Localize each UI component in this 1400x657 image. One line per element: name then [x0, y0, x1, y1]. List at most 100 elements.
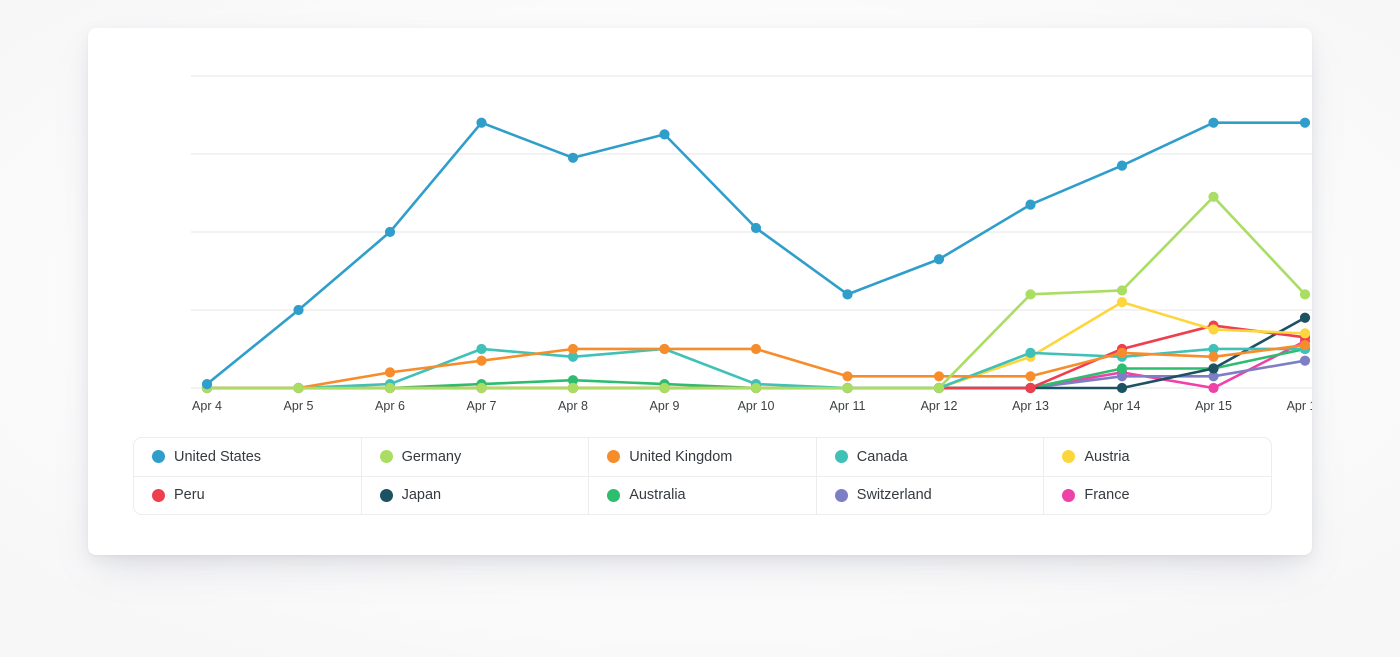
data-point[interactable]	[1208, 324, 1219, 335]
data-point[interactable]	[384, 367, 396, 378]
legend-dot-icon	[834, 488, 848, 502]
legend-dot-icon	[379, 488, 393, 502]
legend-item-label: Switzerland	[856, 487, 932, 504]
data-point[interactable]	[1208, 371, 1219, 382]
series-layer	[201, 117, 1311, 394]
data-point[interactable]	[1025, 382, 1036, 394]
legend-item-label: Germany	[401, 448, 462, 465]
legend-item-canada[interactable]: Canada	[815, 438, 1044, 476]
data-point[interactable]	[659, 343, 670, 355]
data-point[interactable]	[1025, 371, 1036, 382]
legend-row: Peru Japan Australia Switzerland France	[134, 475, 1271, 515]
data-point[interactable]	[1299, 328, 1311, 339]
legend-item-label: United Kingdom	[629, 448, 733, 465]
x-axis-labels: Apr 4 Apr 5 Apr 6 Apr 7 Apr 8 Apr 9 Apr 10 Apr …	[192, 399, 1312, 413]
data-point[interactable]	[476, 343, 487, 355]
data-point[interactable]	[201, 378, 213, 390]
series-line	[205, 324, 1307, 390]
legend-dot-icon	[834, 450, 848, 464]
data-point[interactable]	[384, 226, 396, 238]
data-point[interactable]	[659, 129, 670, 140]
data-point[interactable]	[1116, 382, 1128, 394]
legend-item-label: France	[1084, 487, 1130, 504]
data-point[interactable]	[750, 343, 762, 355]
legend-dot-icon	[379, 450, 393, 464]
data-point[interactable]	[1116, 160, 1128, 171]
legend-dot-icon	[1062, 450, 1076, 464]
legend-item-australia[interactable]: Australia	[588, 476, 816, 514]
data-point[interactable]	[933, 371, 945, 382]
data-point[interactable]	[293, 304, 304, 316]
gridlines	[191, 75, 1312, 389]
legend-dot-icon	[607, 450, 621, 464]
legend-item-germany[interactable]: Germany	[360, 438, 589, 476]
data-point[interactable]	[1116, 363, 1128, 374]
legend-item-france[interactable]: France	[1043, 476, 1271, 514]
data-point[interactable]	[567, 351, 579, 362]
data-point[interactable]	[293, 382, 304, 394]
data-point[interactable]	[1025, 289, 1036, 300]
data-point[interactable]	[476, 117, 487, 128]
data-point[interactable]	[1208, 117, 1219, 128]
data-point[interactable]	[567, 375, 579, 386]
data-point[interactable]	[750, 222, 762, 234]
legend-item-label: Australia	[629, 487, 686, 504]
data-point[interactable]	[1208, 363, 1219, 374]
data-point[interactable]	[1299, 289, 1311, 300]
data-point[interactable]	[659, 382, 670, 394]
legend-item-label: Peru	[174, 487, 205, 504]
data-point[interactable]	[1116, 347, 1128, 358]
data-point[interactable]	[842, 371, 853, 382]
data-point[interactable]	[1116, 297, 1128, 308]
x-axis-tick-label: Apr 12	[921, 399, 958, 413]
data-point[interactable]	[933, 382, 945, 394]
x-axis-tick-label: Apr 11	[830, 399, 866, 413]
data-point[interactable]	[1299, 339, 1311, 351]
x-axis-tick-label: Apr 10	[738, 399, 775, 413]
legend-item-label: United States	[174, 448, 262, 465]
chart-legend: United States Germany United Kingdom Canada…	[133, 437, 1272, 515]
line-chart: Apr 4 Apr 5 Apr 6 Apr 7 Apr 8 Apr 9 Apr 10 Apr …	[88, 28, 1312, 428]
chart-canvas: Apr 4 Apr 5 Apr 6 Apr 7 Apr 8 Apr 9 Apr 10 Apr …	[191, 75, 1312, 413]
data-point[interactable]	[1208, 191, 1219, 202]
data-point[interactable]	[933, 254, 945, 265]
x-axis-tick-label: Apr 14	[1104, 399, 1141, 413]
series-united-states	[201, 117, 1311, 390]
data-point[interactable]	[567, 343, 579, 355]
data-point[interactable]	[567, 152, 579, 163]
legend-item-united-kingdom[interactable]: United Kingdom	[588, 438, 816, 476]
x-axis-tick-label: Apr 7	[467, 399, 497, 413]
legend-item-peru[interactable]: Peru	[134, 477, 361, 515]
x-axis-tick-label: Apr 8	[558, 399, 588, 413]
data-point[interactable]	[1116, 285, 1128, 296]
legend-dot-icon	[607, 488, 621, 502]
data-point[interactable]	[842, 382, 853, 394]
data-point[interactable]	[384, 382, 396, 394]
x-axis-tick-label: Apr 4	[192, 399, 222, 413]
data-point[interactable]	[1208, 343, 1219, 355]
data-point[interactable]	[476, 355, 487, 366]
data-point[interactable]	[1208, 382, 1219, 394]
data-point[interactable]	[1299, 355, 1311, 366]
data-point[interactable]	[1025, 199, 1036, 210]
data-point[interactable]	[1299, 117, 1311, 128]
legend-item-united-states[interactable]: United States	[134, 438, 361, 476]
data-point[interactable]	[842, 289, 853, 300]
legend-dot-icon	[152, 450, 165, 464]
data-point[interactable]	[1299, 312, 1311, 323]
data-point[interactable]	[476, 382, 487, 394]
legend-row: United States Germany United Kingdom Canada…	[134, 438, 1271, 476]
data-point[interactable]	[750, 382, 762, 394]
data-point[interactable]	[1025, 347, 1036, 358]
x-axis-tick-label: Apr 6	[375, 399, 405, 413]
legend-item-label: Austria	[1084, 448, 1130, 465]
data-point[interactable]	[567, 382, 579, 394]
legend-item-japan[interactable]: Japan	[360, 476, 589, 514]
data-point[interactable]	[1116, 371, 1128, 382]
legend-item-austria[interactable]: Austria	[1043, 438, 1271, 476]
data-point[interactable]	[1208, 351, 1219, 362]
x-axis-tick-label: Apr 5	[284, 399, 314, 413]
x-axis-tick-label: Apr 15	[1195, 399, 1232, 413]
legend-item-switzerland[interactable]: Switzerland	[815, 476, 1044, 514]
